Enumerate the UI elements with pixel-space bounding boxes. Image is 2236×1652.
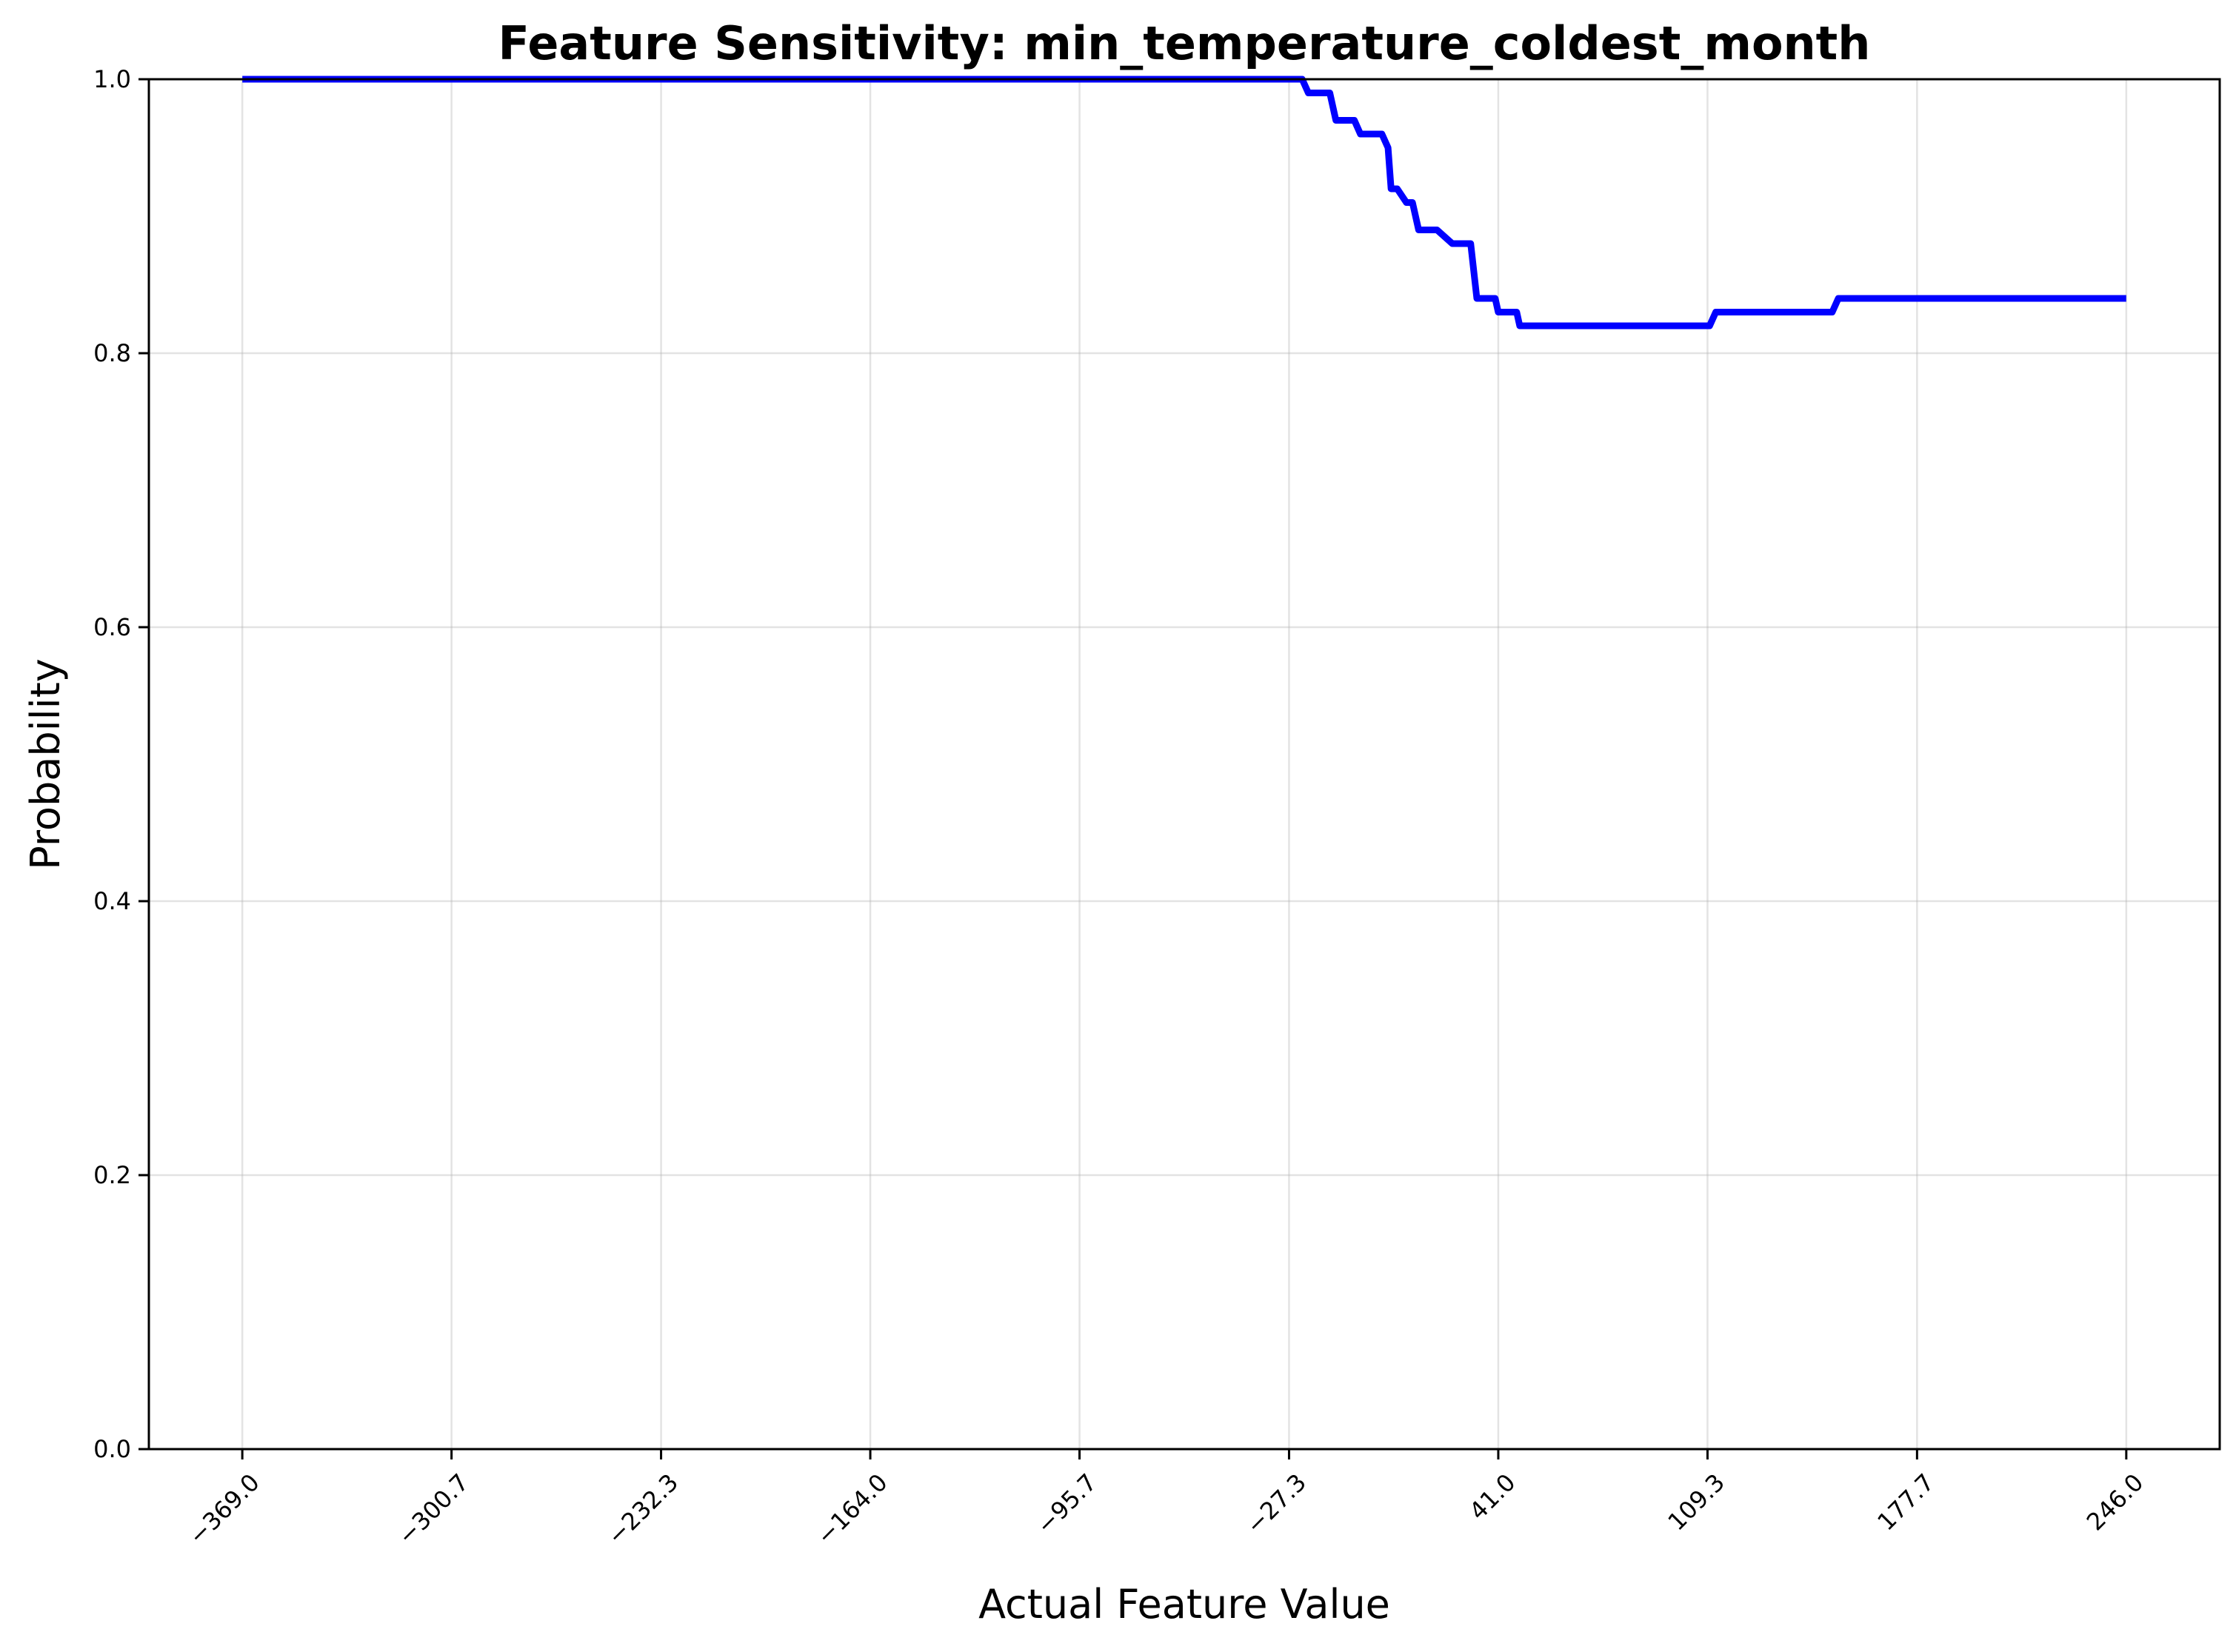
y-tick-label: 0.8 <box>93 339 131 367</box>
x-axis-label: Actual Feature Value <box>978 1581 1390 1628</box>
y-tick-label: 1.0 <box>93 65 131 93</box>
series-layer <box>242 76 2126 330</box>
y-tick-label: 0.6 <box>93 613 131 641</box>
y-axis-label: Probability <box>22 658 69 869</box>
probability-line <box>242 76 2126 330</box>
plot-frame <box>147 78 2221 1451</box>
y-tick-label: 0.4 <box>93 887 131 915</box>
y-tick-label: 0.2 <box>93 1161 131 1189</box>
chart-title: Feature Sensitivity: min_temperature_col… <box>498 16 1871 70</box>
y-tick-label: 0.0 <box>93 1435 131 1463</box>
